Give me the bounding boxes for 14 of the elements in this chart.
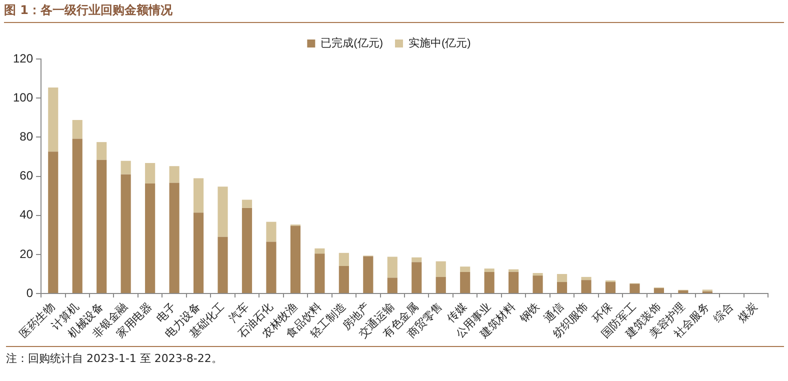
y-tick-label: 100 [12, 90, 34, 104]
legend-label: 实施中(亿元) [408, 36, 471, 50]
x-tick-label: 钢铁 [517, 301, 542, 326]
y-tick-label: 20 [20, 246, 34, 261]
y-tick-label: 0 [26, 286, 34, 300]
legend-label: 已完成(亿元) [320, 36, 383, 50]
y-tick-label: 40 [20, 208, 34, 222]
chart-title: 图 1：各一级行业回购金额情况 [4, 2, 784, 23]
y-tick-label: 80 [20, 129, 34, 144]
text: 注：回购统计自 2023-1-1 至 2023-8-22。 [6, 351, 224, 366]
y-tick-label: 60 [20, 168, 34, 183]
y-tick-label: 120 [12, 51, 34, 66]
x-tick-label: 综合 [711, 300, 736, 326]
x-tick-label: 煤炭 [735, 300, 760, 326]
